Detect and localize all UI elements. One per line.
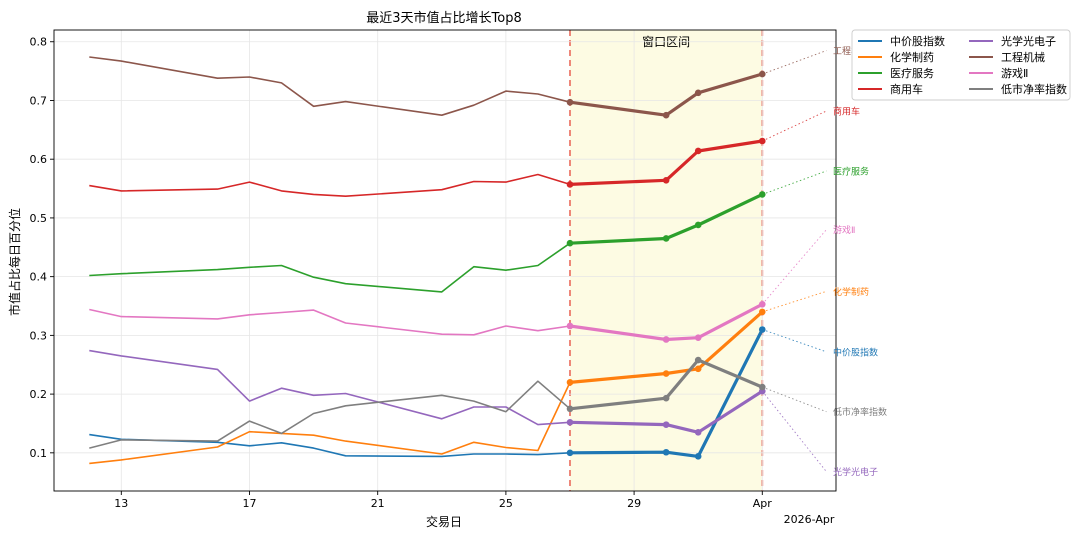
series-point <box>566 379 574 386</box>
series-window-line <box>569 302 764 342</box>
series-point <box>662 370 670 377</box>
series-point <box>758 70 766 78</box>
legend-item-label: 光学光电子 <box>1001 34 1056 48</box>
legend-item-label: 商用车 <box>890 82 923 96</box>
series-point <box>662 235 670 242</box>
series-point <box>694 365 702 373</box>
series-point <box>662 448 670 456</box>
series-window-line <box>569 72 763 117</box>
series-window-line <box>569 192 763 245</box>
series-point <box>566 239 574 247</box>
series-point <box>662 336 670 343</box>
series-point <box>662 394 670 402</box>
y-axis-label: 市值占比每日百分位 <box>7 208 22 316</box>
axes: 13 17 21 25 29 Apr 0.1 0.2 0.3 0.4 0.5 0.6 0.7 0.8 <box>30 29 837 510</box>
series-lines <box>89 56 766 465</box>
series-point <box>694 147 702 155</box>
legend-box <box>851 29 1071 101</box>
legend-item-label: 游戏Ⅱ <box>1001 67 1028 80</box>
series-point <box>662 111 670 119</box>
y-tick-label: 0.8 <box>30 36 48 49</box>
series-point <box>566 181 574 188</box>
series-point <box>758 326 766 333</box>
series-end-label: 医疗服务 <box>833 165 869 177</box>
x-tick-label: 21 <box>371 497 385 510</box>
x-offset-label: 2026-Apr <box>784 513 835 526</box>
plot-frame <box>53 29 837 492</box>
y-tick-label: 0.3 <box>30 329 48 342</box>
series-point <box>694 453 702 460</box>
series-end-label: 商用车 <box>833 106 860 118</box>
projection-line <box>761 229 827 305</box>
projection-line <box>761 390 827 472</box>
legend-item-label: 低市净率指数 <box>1001 82 1067 96</box>
series-point <box>566 322 574 330</box>
series-point <box>758 137 766 145</box>
projection-line <box>762 290 827 313</box>
series-point <box>694 89 702 97</box>
x-tick-label: Apr <box>753 497 773 510</box>
series-point <box>566 418 574 426</box>
y-tick-label: 0.7 <box>30 94 48 107</box>
series-window-line <box>569 389 764 434</box>
series-end-label: 光学光电子 <box>833 466 878 478</box>
series-end-label: 游戏Ⅱ <box>833 224 855 236</box>
y-tick-label: 0.4 <box>30 271 48 284</box>
x-tick-label: 13 <box>114 497 128 510</box>
series-point <box>694 221 702 229</box>
series-point <box>758 383 766 391</box>
series-window-line <box>569 328 764 458</box>
series-point <box>694 356 702 364</box>
series-point <box>662 177 670 184</box>
chart-title: 最近3天市值占比增长Top8 <box>366 10 521 26</box>
series-point <box>758 300 766 308</box>
y-tick-label: 0.2 <box>30 388 48 401</box>
y-tick-label: 0.1 <box>30 447 48 460</box>
series-window-line <box>569 358 763 411</box>
series-point <box>566 449 574 457</box>
x-tick-label: 29 <box>627 497 641 510</box>
series-end-label: 化学制药 <box>833 286 869 298</box>
series-window-line <box>569 310 764 384</box>
series-end-label: 低市净率指数 <box>833 406 887 418</box>
series-point <box>694 428 702 436</box>
series-end-label: 中价股指数 <box>833 346 878 358</box>
projection-line <box>762 170 827 195</box>
series-window-line <box>569 139 763 186</box>
series-point <box>758 308 766 316</box>
series-point <box>694 334 702 342</box>
x-axis-label: 交易日 <box>426 514 462 529</box>
projection-line <box>762 50 827 75</box>
series-point <box>758 191 766 198</box>
x-tick-label: 17 <box>243 497 257 510</box>
projection-line <box>762 386 827 413</box>
series-point <box>566 98 574 106</box>
y-tick-label: 0.6 <box>30 153 48 166</box>
series-point <box>566 405 574 413</box>
projection-line <box>762 329 827 353</box>
series-point <box>662 421 670 428</box>
x-tick-label: 25 <box>499 497 513 510</box>
legend-item-label: 工程机械 <box>1001 50 1045 64</box>
projection-lines <box>761 50 827 472</box>
legend-item-label: 中价股指数 <box>890 34 945 48</box>
y-tick-label: 0.5 <box>30 212 48 225</box>
legend-item-label: 化学制药 <box>890 50 934 64</box>
legend-item-label: 医疗服务 <box>890 66 934 80</box>
